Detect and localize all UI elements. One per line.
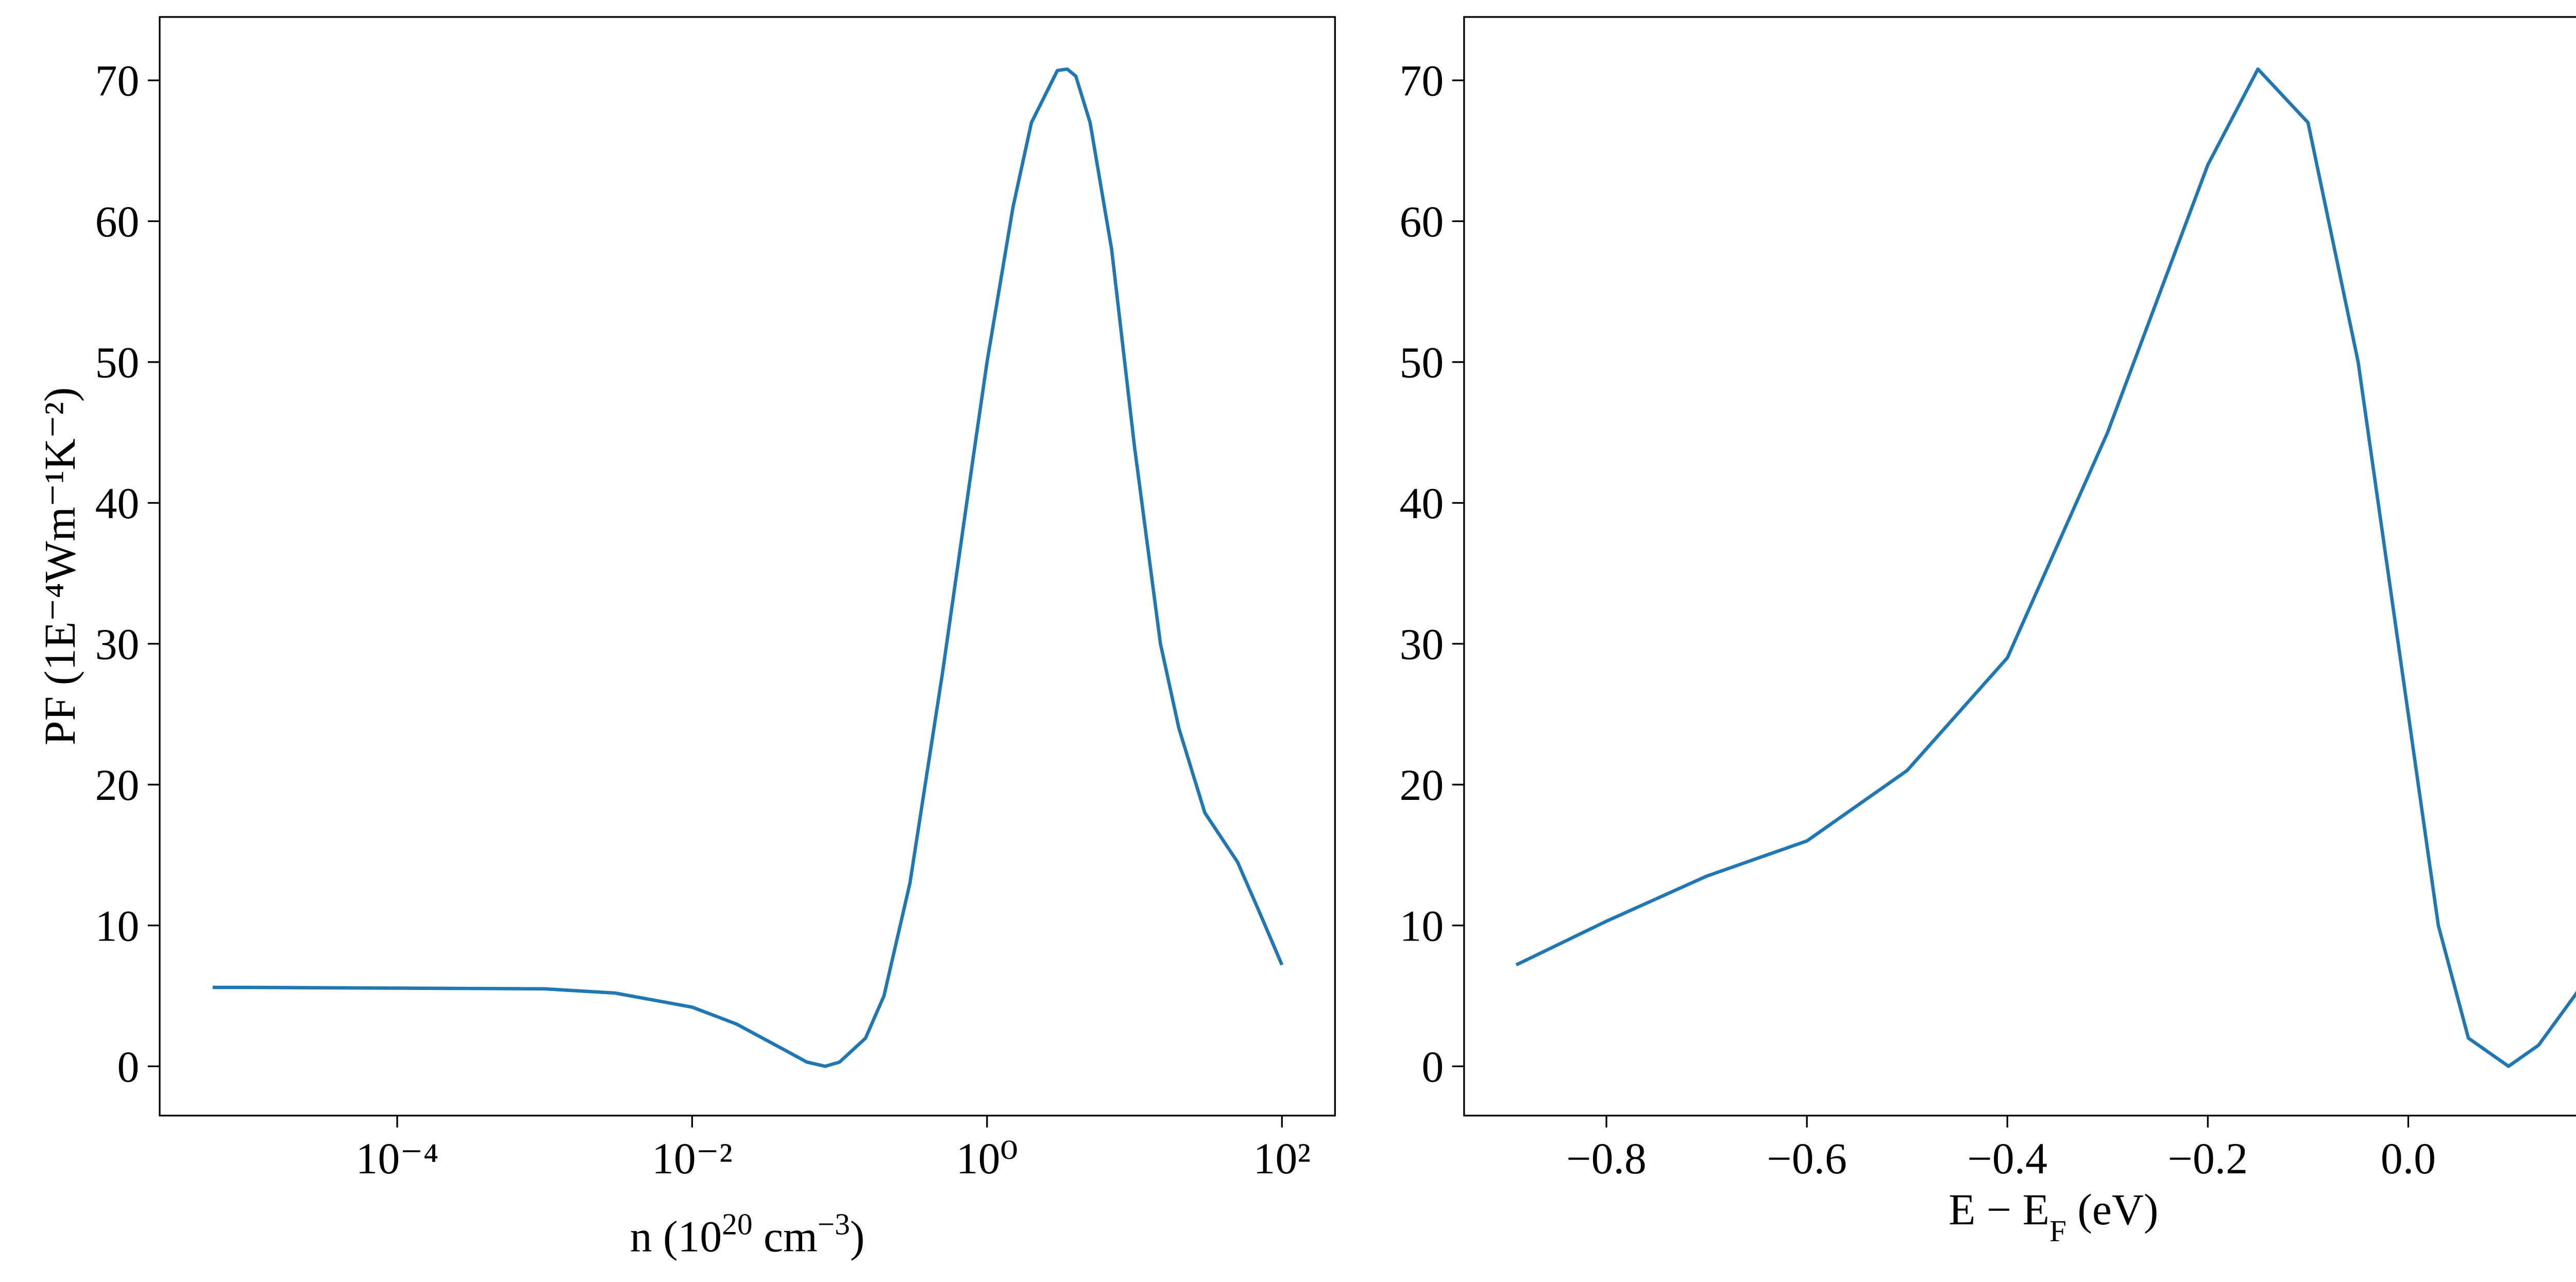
x-tick-label: 10² — [1253, 1134, 1311, 1183]
y-axis-label: PF (1E⁻⁴Wm⁻¹K⁻²) — [36, 387, 84, 745]
y-tick-label: 20 — [95, 761, 140, 810]
y-tick-label: 40 — [1400, 479, 1444, 528]
x-axis-label: n (1020 cm−3) — [630, 1207, 865, 1261]
y-tick-label: 40 — [95, 479, 140, 528]
x-axis-label-part: F — [2049, 1214, 2066, 1248]
y-tick-label: 10 — [95, 901, 140, 950]
y-tick-label: 0 — [1421, 1042, 1444, 1091]
y-tick-label: 50 — [1400, 338, 1444, 387]
y-tick-label: 30 — [1400, 620, 1444, 669]
x-axis-label-part: 20 — [722, 1207, 752, 1241]
y-tick-label: 70 — [1400, 57, 1444, 106]
x-tick-label: 10⁻² — [652, 1134, 733, 1183]
x-tick-label: −0.8 — [1566, 1134, 1646, 1183]
x-tick-label: 10⁻⁴ — [356, 1134, 439, 1183]
x-axis-label-part: n (10 — [630, 1212, 722, 1261]
x-axis-label-part: E − E — [1948, 1185, 2049, 1234]
y-tick-label: 30 — [95, 620, 140, 669]
y-tick-label: 60 — [1400, 197, 1444, 246]
x-axis-label: E − EF (eV) — [1948, 1185, 2158, 1248]
x-tick-label: −0.6 — [1767, 1134, 1846, 1183]
x-tick-label: −0.2 — [2168, 1134, 2248, 1183]
x-axis-label-part: (eV) — [2066, 1185, 2158, 1234]
data-line — [1515, 67, 2576, 1068]
y-tick-label: 70 — [95, 57, 140, 106]
y-tick-label: 10 — [1400, 901, 1444, 950]
y-tick-label: 60 — [95, 197, 140, 246]
x-tick-label: −0.4 — [1968, 1134, 2047, 1183]
x-tick-label: 0.0 — [2381, 1134, 2436, 1183]
x-axis-label-part: cm — [753, 1212, 818, 1261]
x-tick-label: 10⁰ — [956, 1134, 1018, 1183]
x-axis-label-part: ) — [850, 1212, 865, 1261]
y-tick-label: 20 — [1400, 761, 1444, 810]
data-line — [212, 67, 1284, 1068]
y-tick-label: 0 — [117, 1042, 140, 1091]
panel: 0 10 20 30 40 50 60 70 10⁻⁴ 10⁻² 10⁰ 10² PF (1E⁻⁴Wm⁻… — [36, 16, 1336, 1261]
plot-frame — [159, 16, 1336, 1117]
x-axis-label-part: −3 — [818, 1207, 850, 1241]
plot-frame — [1463, 16, 2576, 1117]
y-tick-label: 50 — [95, 338, 140, 387]
